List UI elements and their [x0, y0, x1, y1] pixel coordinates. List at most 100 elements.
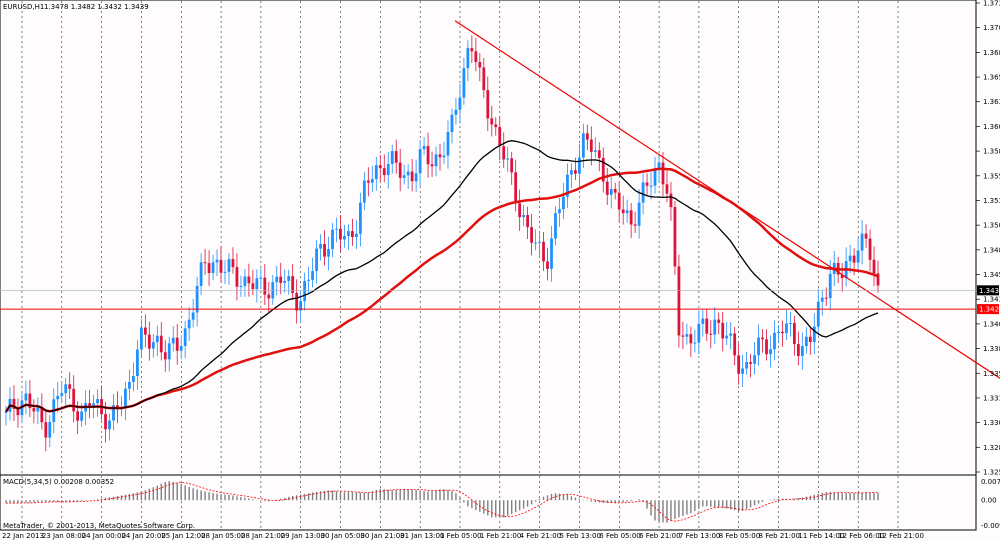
candle-body — [454, 109, 458, 115]
candle-body — [785, 323, 788, 334]
candle-body — [155, 335, 159, 343]
hline-price-tag — [977, 304, 999, 315]
candle-body — [777, 331, 780, 333]
candle-body — [757, 337, 760, 356]
candle-body — [311, 271, 314, 280]
candle-body — [641, 182, 645, 203]
candle-body — [617, 192, 621, 210]
candle-body — [625, 210, 629, 214]
candle-body — [390, 151, 394, 165]
vertical-grid — [21, 1, 899, 529]
candle-body — [68, 384, 72, 389]
candle-body — [315, 248, 318, 272]
candle-body — [72, 388, 76, 412]
candle-body — [526, 215, 530, 228]
candle-body — [191, 312, 195, 320]
candle-body — [343, 235, 346, 240]
candle-body — [24, 393, 28, 401]
price-tick-label: 1.3455 — [983, 271, 1000, 279]
candle-body — [573, 170, 577, 174]
candle-body — [725, 335, 729, 339]
time-tick-label: 6 Feb 21:00 — [639, 532, 680, 540]
candle-body — [745, 362, 749, 369]
price-tick-label: 1.3555 — [983, 172, 1000, 180]
candle-body — [593, 150, 597, 152]
candle-body — [558, 209, 561, 214]
candle-body — [247, 276, 251, 284]
candle-body — [358, 202, 362, 234]
candle-body — [151, 342, 155, 349]
trendline — [454, 20, 1000, 379]
candle-body — [128, 381, 131, 389]
candle-body — [804, 336, 808, 347]
candle-body — [673, 207, 677, 267]
candle-body — [824, 297, 828, 299]
candle-body — [769, 349, 772, 355]
candle-body — [609, 189, 613, 195]
candle-body — [362, 180, 366, 203]
candle-body — [28, 393, 32, 409]
candle-body — [697, 323, 701, 343]
candle-body — [848, 255, 852, 262]
candle-body — [474, 51, 478, 63]
candle-body — [554, 213, 557, 239]
candle-body — [601, 157, 605, 182]
candle-body — [327, 249, 330, 257]
candle-body — [267, 294, 271, 299]
candle-body — [56, 395, 60, 400]
price-tick-label: 1.3705 — [983, 24, 1000, 32]
candle-body — [179, 345, 183, 351]
candle-body — [366, 180, 370, 183]
candle-body — [44, 422, 48, 438]
candle-body — [729, 333, 733, 336]
price-tick-label: 1.3380 — [983, 345, 1000, 353]
candle-body — [32, 408, 36, 412]
candle-body — [820, 297, 824, 302]
time-tick-label: 30 Jan 21:00 — [360, 532, 404, 540]
time-tick-label: 6 Feb 05:00 — [599, 532, 640, 540]
candle-body — [566, 174, 569, 197]
candle-body — [259, 277, 263, 279]
macd-axis: 0.00775 0.00 -0.00936 — [981, 478, 1000, 530]
candle-body — [287, 276, 291, 281]
candle-body — [96, 399, 99, 404]
candle-body — [657, 162, 661, 170]
price-tick-label: 1.3330 — [983, 394, 1000, 402]
candle-body — [828, 273, 832, 299]
candle-body — [378, 165, 382, 169]
macd-tick-label: 0.00 — [981, 497, 997, 505]
price-tick-label: 1.3730 — [983, 0, 1000, 8]
time-tick-label: 5 Feb 13:00 — [559, 532, 600, 540]
candle-body — [840, 274, 844, 279]
time-tick-label: 7 Feb 13:00 — [679, 532, 720, 540]
candle-body — [633, 224, 637, 226]
candle-body — [653, 169, 657, 186]
candle-body — [581, 133, 585, 158]
candle-body — [550, 238, 553, 269]
candle-body — [597, 150, 601, 158]
candle-body — [494, 124, 498, 128]
candle-body — [36, 406, 40, 412]
candle-body — [215, 259, 219, 263]
candle-body — [414, 173, 418, 182]
fast-ma-line — [5, 140, 879, 413]
candle-body — [163, 352, 167, 360]
time-tick-label: 8 Feb 05:00 — [719, 532, 760, 540]
candle-body — [709, 333, 713, 335]
time-tick-label: 1 Feb 05:00 — [440, 532, 481, 540]
candle-body — [422, 146, 426, 150]
time-tick-label: 23 Jan 08:00 — [42, 532, 86, 540]
candle-body — [761, 337, 764, 340]
candle-body — [331, 229, 334, 250]
candle-body — [446, 132, 450, 156]
price-tick-label: 1.3255 — [983, 469, 1000, 477]
candle-body — [753, 355, 756, 364]
candle-body — [792, 322, 796, 345]
candle-body — [864, 233, 868, 239]
candle-body — [677, 266, 681, 336]
candle-body — [518, 203, 522, 218]
candle-body — [351, 231, 354, 238]
